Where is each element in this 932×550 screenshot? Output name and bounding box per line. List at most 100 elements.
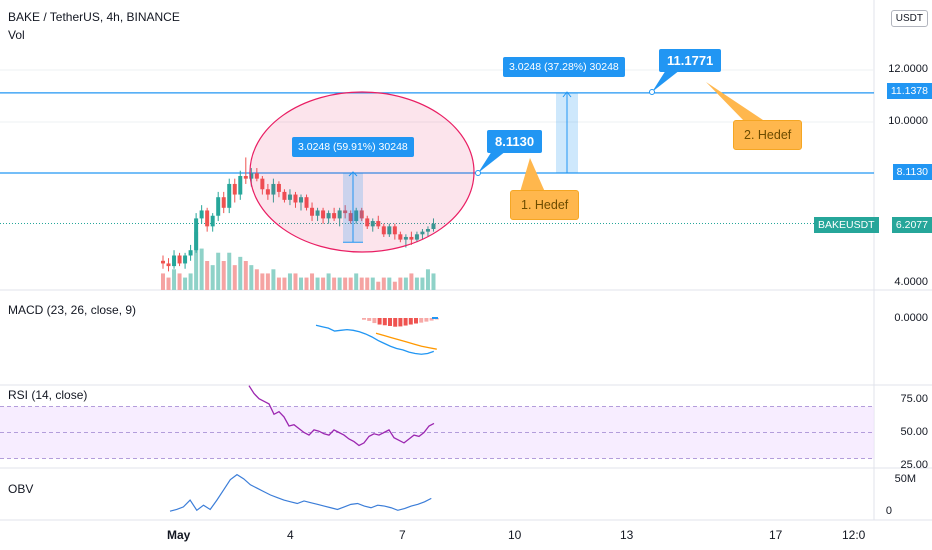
target-callout-lower[interactable]: 8.1130 [487, 130, 543, 153]
volume-bar [238, 256, 243, 290]
x-tick-7: 7 [399, 528, 406, 542]
candle-body [310, 207, 315, 216]
macd-histogram-bar [408, 318, 413, 325]
volume-bar [425, 269, 430, 290]
candle-body [321, 210, 326, 219]
candle-body [221, 197, 226, 208]
y-tick-4: 4.0000 [894, 276, 928, 288]
volume-bar [260, 273, 265, 290]
candle-body [199, 210, 204, 219]
arrow-head-lower [348, 171, 358, 177]
candle-body [249, 173, 254, 179]
candle-body [271, 183, 276, 195]
macd-histogram-bar [398, 318, 403, 327]
volume-bar [299, 277, 303, 290]
volume-bar [365, 277, 370, 290]
volume-bar [337, 277, 342, 290]
volume-bar [398, 277, 403, 290]
volume-bar [321, 277, 326, 290]
obv-label: OBV [8, 482, 34, 496]
macd-histogram-bar [367, 318, 372, 321]
range-label-lower[interactable]: 3.0248 (59.91%) 30248 [292, 137, 414, 157]
note-pointer-upper [706, 82, 766, 122]
volume-bar [243, 261, 248, 290]
symbol-title: BAKE / TetherUS, 4h, BINANCE [8, 10, 180, 24]
candle-body [387, 226, 392, 235]
volume-bar [409, 273, 414, 290]
obv-line [169, 473, 432, 512]
candle-body [315, 210, 320, 216]
volume-bar [304, 277, 309, 290]
rsi-tick-25: 25.00 [900, 459, 928, 471]
candle-body [238, 176, 243, 195]
candle-body [172, 255, 177, 267]
macd-signal-line [375, 332, 437, 350]
note-second-target[interactable]: 2. Hedef [733, 120, 803, 150]
volume-bar [232, 265, 237, 290]
candle-body [398, 234, 403, 240]
x-tick-17: 17 [769, 528, 783, 542]
volume-bar [282, 277, 287, 290]
volume-bar [205, 261, 210, 290]
candle-body [359, 210, 364, 219]
anchor-dot-upper [649, 89, 655, 95]
volume-bar [326, 273, 331, 290]
level-tag-lower: 8.1130 [892, 164, 932, 180]
candle-body [326, 213, 331, 219]
candle-body [260, 178, 265, 190]
macd-histogram-bar [393, 318, 398, 327]
volume-bar [370, 277, 375, 290]
candle-body [414, 234, 419, 240]
volume-bar [199, 248, 204, 290]
macd-line [315, 324, 435, 355]
volume-bar [403, 277, 408, 290]
volume-bar [376, 281, 381, 290]
candle-body [381, 226, 386, 235]
highlight-ellipse [249, 91, 475, 253]
volume-bar [221, 261, 226, 290]
volume-bar [276, 277, 281, 290]
candle-body [177, 255, 182, 264]
candle-body [287, 194, 292, 200]
note-pointer-lower [520, 158, 545, 192]
volume-label: Vol [8, 28, 25, 42]
volume-bar [210, 265, 215, 290]
volume-bar [194, 232, 199, 290]
candle-body [183, 255, 188, 264]
macd-histogram-bar [382, 318, 387, 326]
volume-bar [216, 252, 221, 290]
currency-selector[interactable]: USDT [890, 10, 928, 27]
candle-body [161, 260, 165, 264]
candle-body [403, 236, 408, 240]
macd-label: MACD (23, 26, close, 9) [8, 303, 137, 317]
range-label-upper[interactable]: 3.0248 (37.28%) 30248 [503, 57, 625, 77]
macd-histogram-bar [414, 318, 418, 324]
candle-body [282, 191, 287, 200]
target-callout-upper[interactable]: 11.1771 [659, 49, 722, 72]
candle-body [304, 197, 309, 208]
rsi-line [248, 385, 435, 447]
volume-bar [161, 273, 165, 290]
volume-bar [177, 273, 182, 290]
candle-body [194, 218, 199, 251]
callout-pointer-upper [652, 70, 680, 92]
volume-bar [431, 273, 436, 290]
candle-body [232, 183, 237, 195]
candle-body [420, 231, 425, 235]
candle-body [337, 210, 342, 219]
volume-bar [332, 277, 337, 290]
macd-histogram-bar [377, 318, 382, 325]
note-first-target[interactable]: 1. Hedef [510, 190, 580, 220]
candle-body [370, 221, 375, 227]
candle-body [354, 210, 359, 222]
rsi-label: RSI (14, close) [8, 388, 88, 402]
volume-bar [381, 277, 386, 290]
rsi-tick-50: 50.00 [900, 426, 928, 438]
candle-body [243, 176, 248, 179]
candle-body [166, 263, 171, 267]
macd-y-tick: 0.0000 [894, 312, 928, 324]
volume-bar [392, 281, 397, 290]
volume-bar [414, 277, 419, 290]
volume-bar [359, 277, 364, 290]
symbol-tag: BAKEUSDT [814, 217, 879, 233]
